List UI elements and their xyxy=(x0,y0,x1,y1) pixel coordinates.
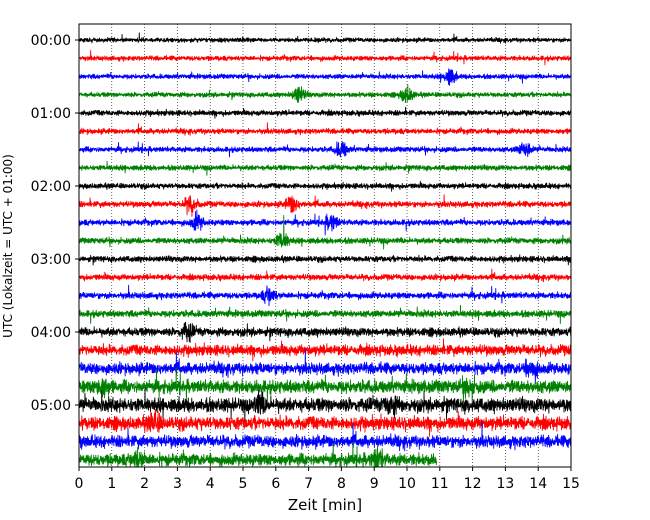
y-axis-ticks: 00:00 01:00 02:00 03:00 04:00 05:00 xyxy=(31,33,79,414)
y-tick-label: 04:00 xyxy=(31,325,71,341)
trace-0200-black xyxy=(79,180,571,192)
trace-0030-blue xyxy=(79,68,571,86)
x-tick-label: 9 xyxy=(370,476,379,492)
x-tick-label: 1 xyxy=(107,476,116,492)
x-tick-label: 5 xyxy=(239,476,248,492)
x-tick-label: 8 xyxy=(337,476,346,492)
x-tick-label: 4 xyxy=(206,476,215,492)
trace-0130-blue xyxy=(79,141,571,158)
trace-0545-green xyxy=(79,441,437,467)
y-tick-label: 00:00 xyxy=(31,33,71,49)
trace-0100-black xyxy=(79,106,571,119)
x-tick-label: 3 xyxy=(173,476,182,492)
x-tick-label: 14 xyxy=(529,476,547,492)
x-tick-label: 0 xyxy=(75,476,84,492)
x-axis-label: Zeit [min] xyxy=(288,496,362,514)
y-tick-label: 01:00 xyxy=(31,106,71,122)
trace-0215-red xyxy=(79,194,571,217)
trace-0015-red xyxy=(79,50,571,66)
trace-0445-green xyxy=(79,367,571,407)
trace-0230-blue xyxy=(79,209,571,236)
y-tick-label: 02:00 xyxy=(31,179,71,195)
trace-0145-green xyxy=(79,160,571,176)
x-tick-label: 13 xyxy=(496,476,514,492)
y-tick-label: 03:00 xyxy=(31,252,71,268)
trace-0400-black xyxy=(79,321,571,343)
y-axis-label: UTC (Lokalzeit = UTC + 01:00) xyxy=(1,154,15,338)
trace-0500-black xyxy=(79,387,571,426)
x-tick-label: 10 xyxy=(398,476,416,492)
trace-rows xyxy=(79,32,571,467)
trace-0330-blue xyxy=(79,284,571,307)
trace-0530-blue xyxy=(79,421,571,452)
x-tick-label: 7 xyxy=(304,476,313,492)
trace-0000-black xyxy=(79,32,571,44)
y-tick-label: 05:00 xyxy=(31,398,71,414)
plot-frame xyxy=(78,23,572,468)
x-tick-label: 2 xyxy=(140,476,149,492)
trace-0300-black xyxy=(79,254,571,266)
trace-0115-red xyxy=(79,122,571,136)
trace-0345-green xyxy=(79,304,571,324)
x-tick-label: 15 xyxy=(562,476,580,492)
trace-0430-blue xyxy=(79,349,571,385)
trace-0045-green xyxy=(79,84,571,104)
x-tick-label: 6 xyxy=(271,476,280,492)
x-tick-label: 11 xyxy=(431,476,449,492)
x-tick-label: 12 xyxy=(464,476,482,492)
x-axis-ticks: 0 1 2 3 4 5 6 7 8 9 10 11 12 13 14 15 xyxy=(75,467,580,492)
trace-0315-red xyxy=(79,268,571,283)
trace-0415-red xyxy=(79,338,571,362)
trace-0515-red xyxy=(79,409,571,437)
trace-0245-green xyxy=(79,214,571,250)
